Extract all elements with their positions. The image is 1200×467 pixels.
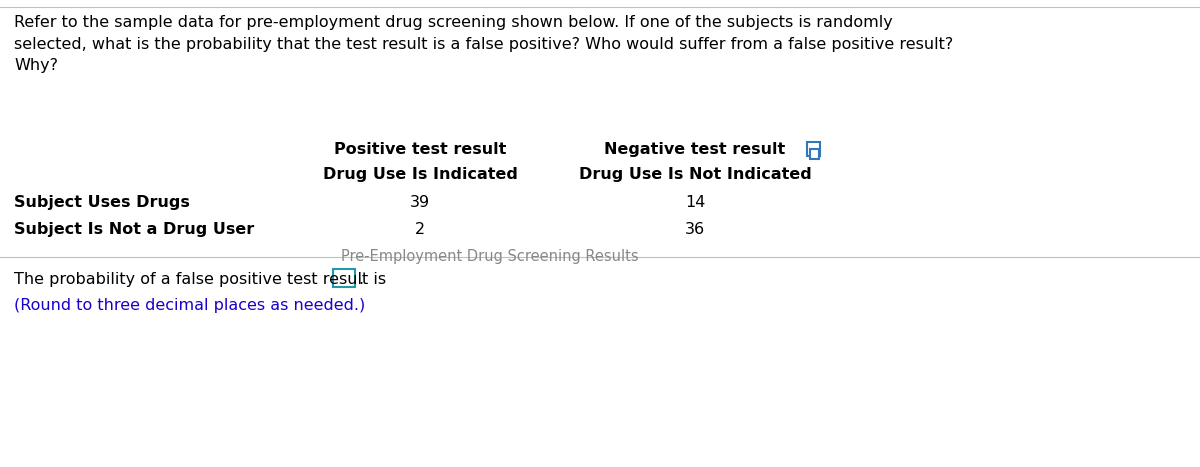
Text: Positive test result: Positive test result xyxy=(334,142,506,157)
Text: 14: 14 xyxy=(685,195,706,210)
FancyBboxPatch shape xyxy=(810,149,818,159)
Text: Refer to the sample data for pre-employment drug screening shown below. If one o: Refer to the sample data for pre-employm… xyxy=(14,15,953,73)
Text: Drug Use Is Indicated: Drug Use Is Indicated xyxy=(323,167,517,182)
Text: Pre-Employment Drug Screening Results: Pre-Employment Drug Screening Results xyxy=(341,249,638,264)
Text: Negative test result: Negative test result xyxy=(605,142,786,157)
Text: (Round to three decimal places as needed.): (Round to three decimal places as needed… xyxy=(14,298,365,313)
Text: Subject Uses Drugs: Subject Uses Drugs xyxy=(14,195,190,210)
Text: .: . xyxy=(358,272,364,287)
Text: 2: 2 xyxy=(415,222,425,237)
Text: Drug Use Is Not Indicated: Drug Use Is Not Indicated xyxy=(578,167,811,182)
Text: 39: 39 xyxy=(410,195,430,210)
Text: The probability of a false positive test result is: The probability of a false positive test… xyxy=(14,272,386,287)
Text: 36: 36 xyxy=(685,222,706,237)
Text: Subject Is Not a Drug User: Subject Is Not a Drug User xyxy=(14,222,254,237)
FancyBboxPatch shape xyxy=(334,269,355,287)
FancyBboxPatch shape xyxy=(806,142,820,156)
